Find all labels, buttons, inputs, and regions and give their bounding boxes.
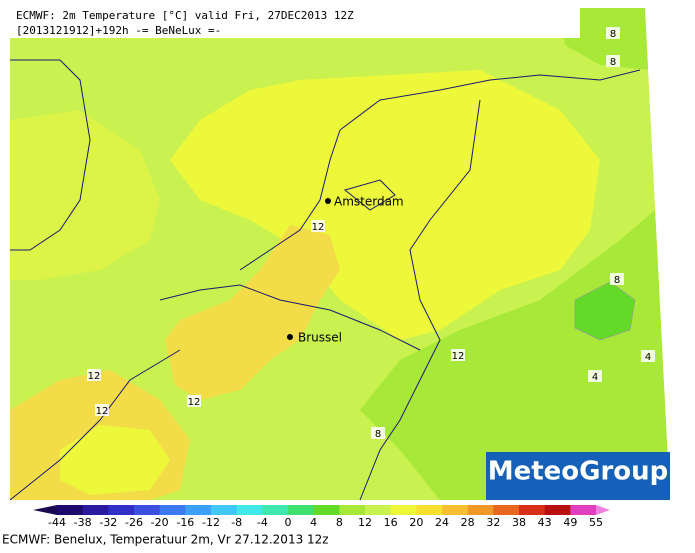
colorbar-segment [339, 505, 366, 515]
colorbar-label: -44 [48, 516, 66, 529]
cool-field [360, 210, 670, 500]
colorbar-label: 24 [435, 516, 449, 529]
coastline [239, 69, 641, 271]
city-label: Amsterdam [334, 195, 404, 209]
colorbar-segment [442, 505, 469, 515]
colorbar-segment [57, 505, 84, 515]
colorbar-label: 28 [461, 516, 475, 529]
city-marker [325, 198, 331, 204]
contour-label: 8 [375, 429, 381, 440]
map-mask [645, 0, 695, 500]
colorbar-segment [236, 505, 263, 515]
contour-label: 12 [88, 371, 101, 382]
contour-label: 12 [452, 351, 465, 362]
colorbar-segment [493, 505, 520, 515]
contour-label-box [451, 349, 465, 361]
colorbar-segment [211, 505, 238, 515]
colorbar-label: -32 [99, 516, 117, 529]
coastline [10, 59, 91, 251]
colorbar-label: -20 [151, 516, 169, 529]
contour-label: 12 [312, 222, 325, 233]
logo-box [486, 452, 670, 500]
colorbar-segment [467, 505, 494, 515]
contour-label-box [371, 427, 385, 439]
colorbar-segment [544, 505, 571, 515]
colorbar-label: 20 [409, 516, 423, 529]
contour-label-box [606, 55, 620, 67]
colorbar-label: 16 [384, 516, 398, 529]
colorbar-segment [159, 505, 186, 515]
colorbar-label: 38 [512, 516, 526, 529]
contour-label: 4 [645, 352, 651, 363]
contour-label-box [588, 370, 602, 382]
colorbar-label: 8 [336, 516, 343, 529]
colorbar-label: -4 [257, 516, 268, 529]
colorbar-label: -26 [125, 516, 143, 529]
contour-label-box [87, 369, 101, 381]
coastline [343, 179, 396, 211]
contour-label-box [641, 350, 655, 362]
colorbar-end [33, 505, 57, 515]
yellow-field [60, 425, 170, 495]
cool-field [560, 8, 650, 70]
colorbar-end [596, 505, 610, 515]
header-box [10, 8, 580, 38]
colorbar-label: -16 [176, 516, 194, 529]
border [159, 284, 421, 351]
colorbar-label: 43 [538, 516, 552, 529]
logo: MeteoGroup [488, 457, 669, 487]
yellow-field [10, 110, 160, 280]
colorbar-label: 49 [563, 516, 577, 529]
contour-label: 4 [592, 372, 598, 383]
contour-label: 8 [610, 57, 616, 68]
colorbar-segment [313, 505, 340, 515]
contour-label-box [606, 27, 620, 39]
contour-label: 8 [614, 275, 620, 286]
header-line: [2013121912]+192h -= BeNeLux =- [16, 24, 221, 37]
footer: ECMWF: Benelux, Temperatuur 2m, Vr 27.12… [2, 533, 329, 547]
colorbar-label: -8 [231, 516, 242, 529]
colorbar-label: 55 [589, 516, 603, 529]
colorbar-label: 4 [310, 516, 317, 529]
colorbar-segment [82, 505, 109, 515]
colorbar-segment [288, 505, 315, 515]
colorbar-label: 32 [486, 516, 500, 529]
colorbar-label: -38 [74, 516, 92, 529]
map [9, 0, 695, 501]
header-line: ECMWF: 2m Temperature [°C] valid Fri, 27… [16, 9, 354, 22]
colorbar-segment [570, 505, 597, 515]
city-marker [287, 334, 293, 340]
colorbar-segment [390, 505, 417, 515]
contour-label: 12 [188, 397, 201, 408]
city-label: Brussel [298, 331, 342, 345]
contour-label-box [311, 220, 325, 232]
contour-label: 8 [610, 29, 616, 40]
contour-label-box [610, 273, 624, 285]
colorbar-segment [185, 505, 212, 515]
coastline [9, 349, 181, 501]
colorbar-segment [416, 505, 443, 515]
colorbar-segment [134, 505, 161, 515]
colorbar-segment [519, 505, 546, 515]
border [359, 99, 481, 501]
colorbar-label: -12 [202, 516, 220, 529]
contour-label: 12 [96, 406, 109, 417]
colorbar-label: 12 [358, 516, 372, 529]
warm-field [165, 225, 340, 400]
yellow-field [170, 70, 600, 340]
contour-label-box [187, 395, 201, 407]
colorbar-segment [262, 505, 289, 515]
contour-label-box [95, 404, 109, 416]
colorbar-label: 0 [285, 516, 292, 529]
colorbar-segment [108, 505, 135, 515]
colorbar-segment [365, 505, 392, 515]
